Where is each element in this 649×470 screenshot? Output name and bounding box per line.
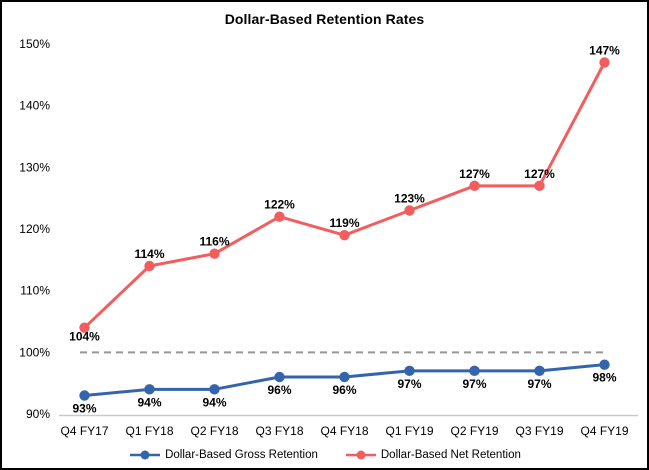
x-axis-category-label: Q2 FY19 — [450, 424, 498, 438]
data-point-label: 122% — [264, 198, 295, 212]
data-point-marker — [599, 359, 610, 370]
legend-label-net-retention: Dollar-Based Net Retention — [380, 449, 521, 461]
data-point-marker — [534, 180, 545, 192]
x-axis-category-label: Q2 FY18 — [190, 424, 238, 438]
data-point-label: 127% — [459, 167, 490, 181]
data-point-marker — [79, 322, 90, 333]
data-point-label: 94% — [137, 395, 161, 409]
data-point-marker — [534, 365, 545, 377]
chart-legend: Dollar-Based Gross Retention Dollar-Base… — [2, 449, 647, 461]
data-point-label: 104% — [69, 330, 100, 344]
y-axis-tick-label: 110% — [20, 284, 50, 298]
data-point-marker — [339, 371, 350, 383]
x-axis-category-label: Q4 FY19 — [580, 424, 628, 438]
y-axis-tick-label: 100% — [19, 345, 50, 359]
chart-title: Dollar-Based Retention Rates — [224, 11, 425, 27]
data-point-marker — [274, 371, 285, 383]
data-point-label: 147% — [589, 44, 620, 58]
data-point-label: 96% — [267, 383, 291, 397]
data-point-marker — [599, 57, 610, 68]
data-point-marker — [339, 229, 350, 241]
data-point-label: 98% — [592, 371, 616, 385]
x-axis-category-label: Q3 FY19 — [515, 424, 563, 438]
y-axis-tick-label: 140% — [19, 99, 50, 113]
gross-retention-line-marker-icon — [130, 450, 161, 460]
x-axis-category-label: Q3 FY18 — [255, 424, 303, 438]
data-point-label: 123% — [394, 192, 425, 206]
data-point-label: 119% — [329, 216, 359, 230]
legend-label-gross-retention: Dollar-Based Gross Retention — [165, 449, 318, 461]
data-point-marker — [209, 248, 220, 259]
data-point-marker — [144, 384, 155, 395]
y-axis-tick-label: 120% — [19, 222, 50, 236]
data-point-marker — [469, 365, 480, 377]
x-axis-category-label: Q4 FY17 — [60, 424, 108, 438]
y-axis-tick-label: 130% — [19, 160, 50, 174]
data-point-marker — [144, 260, 155, 272]
data-point-marker — [274, 211, 285, 222]
data-point-marker — [79, 390, 90, 401]
x-axis-category-label: Q4 FY18 — [320, 424, 368, 438]
data-point-marker — [404, 365, 415, 377]
data-point-label: 97% — [397, 377, 421, 391]
data-point-label: 114% — [134, 247, 164, 261]
data-point-label: 97% — [462, 377, 486, 391]
series-line — [83, 61, 606, 330]
data-point-label: 93% — [72, 402, 96, 416]
data-point-label: 116% — [199, 235, 229, 249]
y-axis-tick-label: 150% — [19, 37, 50, 51]
data-point-marker — [404, 205, 415, 216]
data-point-marker — [209, 384, 220, 395]
legend-item-gross-retention: Dollar-Based Gross Retention — [128, 449, 318, 461]
y-axis-tick-label: 90% — [26, 407, 50, 421]
x-axis-category-label: Q1 FY19 — [385, 424, 433, 438]
data-point-label: 94% — [202, 395, 226, 409]
net-retention-line-marker-icon — [345, 450, 376, 460]
data-point-label: 97% — [527, 377, 551, 391]
data-point-label: 96% — [332, 383, 356, 397]
x-axis-category-label: Q1 FY18 — [125, 424, 173, 438]
data-point-marker — [469, 180, 480, 192]
data-point-label: 127% — [524, 167, 555, 181]
legend-item-net-retention: Dollar-Based Net Retention — [344, 449, 521, 461]
